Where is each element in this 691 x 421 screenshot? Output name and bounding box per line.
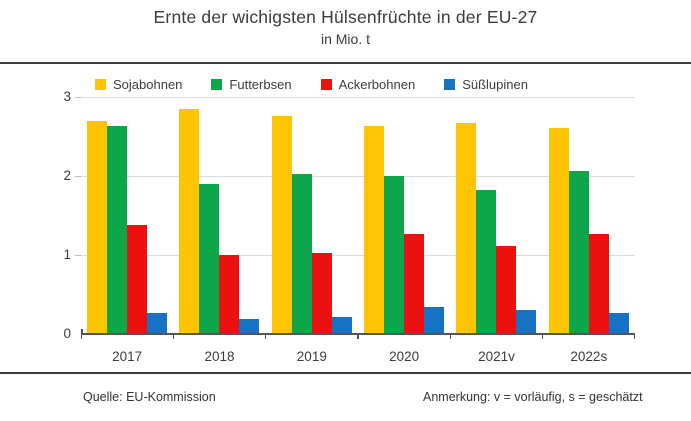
gridline-y-1 (81, 254, 635, 256)
bar-Ackerbohnen-2022s (588, 234, 609, 334)
chart-title: Ernte der wichigsten Hülsenfrüchte in de… (153, 7, 538, 27)
y-tick-mark (75, 175, 81, 177)
y-tick-mark (75, 96, 81, 98)
bar-Süßlupinen-2020 (424, 307, 445, 334)
legend-item-Sojabohnen: Sojabohnen (95, 77, 182, 92)
bar-Sojabohnen-2018 (179, 108, 200, 334)
legend-label: Sojabohnen (113, 77, 183, 92)
bar-Sojabohnen-2021v (456, 123, 477, 334)
bar-Ackerbohnen-2020 (404, 234, 425, 334)
bar-Sojabohnen-2017 (87, 120, 108, 334)
bar-group-2021v: 2021v (450, 97, 542, 364)
bar-Süßlupinen-2017 (147, 313, 168, 334)
x-tick-mark (633, 335, 635, 339)
gridline-y-2 (81, 175, 635, 177)
gridline-y-3 (81, 96, 635, 98)
plot-area: Sojabohnen Futterbsen Ackerbohnen Süßlupine… (63, 77, 635, 364)
y-axis-label-0: 0 (63, 326, 71, 341)
bar-Sojabohnen-2022s (548, 127, 569, 334)
x-axis-label-2021v: 2021v (478, 349, 515, 364)
x-axis-label-2022s: 2022s (570, 349, 608, 364)
bar-Sojabohnen-2019 (271, 115, 292, 334)
legend-item-Süßlupinen: Süßlupinen (444, 77, 528, 92)
bar-group-2022s: 2022s (543, 97, 635, 364)
bar-Futterbsen-2022s (568, 171, 589, 334)
legend-label: Futterbsen (229, 77, 292, 92)
y-axis-label-3: 3 (63, 89, 71, 104)
bar-group-2019: 2019 (266, 97, 358, 364)
legend-swatch-icon (320, 79, 332, 90)
bar-Futterbsen-2018 (199, 183, 220, 334)
x-tick-mark (357, 335, 359, 339)
x-tick-mark (449, 335, 451, 339)
source-note: Quelle: EU-Kommission (83, 390, 216, 404)
bar-group-2018: 2018 (173, 97, 265, 364)
x-axis-label-2017: 2017 (112, 349, 143, 364)
legend-label: Ackerbohnen (338, 77, 416, 92)
bar-Sojabohnen-2020 (364, 126, 385, 334)
legend-swatch-icon (95, 79, 106, 90)
top-divider (0, 62, 691, 64)
y-tick-mark (75, 254, 81, 256)
legend-label: Süßlupinen (462, 77, 528, 92)
x-axis-left-cap (81, 329, 83, 334)
annotation-note: Anmerkung: v = vorläufig, s = geschätzt (423, 390, 643, 404)
legend-item-Futterbsen: Futterbsen (211, 77, 292, 92)
bar-Futterbsen-2019 (291, 174, 312, 334)
bar-group-2017: 2017 (81, 97, 173, 364)
x-tick-mark (81, 335, 83, 339)
x-tick-mark (265, 335, 267, 339)
y-axis-label-2: 2 (63, 168, 71, 183)
bar-Ackerbohnen-2021v (496, 245, 517, 334)
bar-Süßlupinen-2018 (239, 319, 260, 334)
bar-Futterbsen-2017 (107, 126, 128, 334)
x-axis-line (81, 333, 635, 335)
bar-Ackerbohnen-2019 (311, 252, 332, 334)
legend-swatch-icon (444, 79, 456, 90)
bottom-divider (0, 372, 691, 374)
bar-Futterbsen-2021v (476, 190, 497, 334)
chart-legend: Sojabohnen Futterbsen Ackerbohnen Süßlupine… (95, 77, 557, 92)
x-axis-label-2019: 2019 (296, 349, 327, 364)
bar-Süßlupinen-2021v (516, 309, 537, 334)
bar-group-2020: 2020 (358, 97, 450, 364)
bar-groups: 2017 2018 2019 2020 2021v 2022s (81, 97, 635, 364)
bar-Ackerbohnen-2017 (127, 224, 148, 334)
x-tick-mark (172, 335, 174, 339)
bar-Süßlupinen-2019 (331, 317, 352, 334)
legend-swatch-icon (211, 79, 223, 90)
bar-Futterbsen-2020 (384, 176, 405, 334)
bar-Ackerbohnen-2018 (219, 255, 240, 334)
bar-Süßlupinen-2022s (608, 313, 629, 334)
x-tick-mark (542, 335, 544, 339)
x-axis-label-2020: 2020 (389, 349, 420, 364)
chart-subtitle: in Mio. t (320, 31, 370, 47)
y-axis-label-1: 1 (63, 247, 71, 262)
legend-item-Ackerbohnen: Ackerbohnen (320, 77, 416, 92)
x-axis-label-2018: 2018 (204, 349, 235, 364)
